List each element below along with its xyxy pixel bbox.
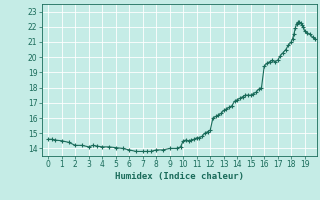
X-axis label: Humidex (Indice chaleur): Humidex (Indice chaleur): [115, 172, 244, 181]
